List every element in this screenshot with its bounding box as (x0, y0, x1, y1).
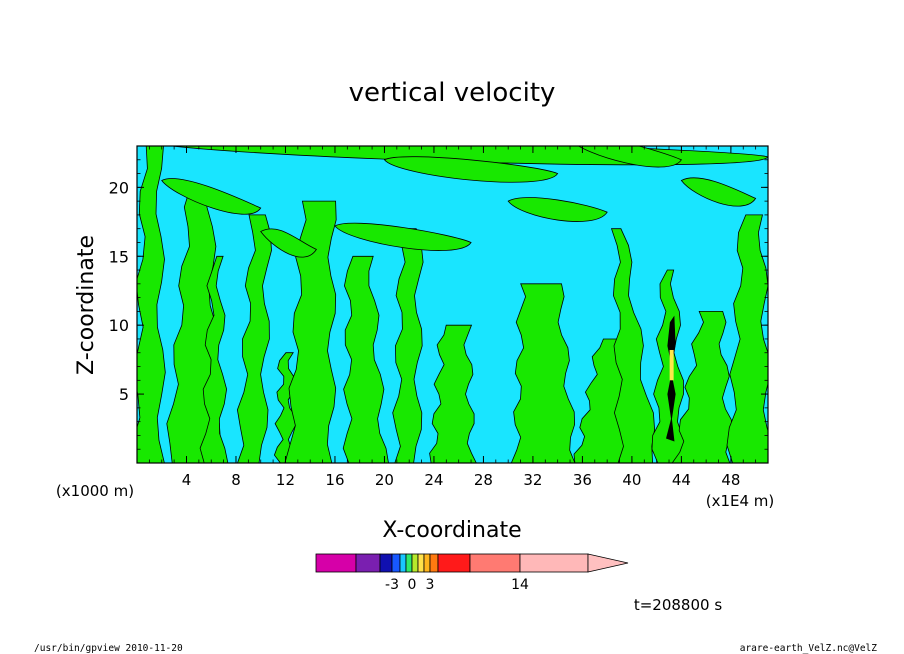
updraft-region (671, 310, 733, 463)
y-axis: 5 10 15 20 (109, 159, 768, 450)
contour-field (137, 146, 768, 463)
x-axis-label: X-coordinate (382, 518, 521, 543)
y-tick-label: 10 (109, 316, 129, 335)
updraft-region (392, 228, 424, 463)
moderate-updraft-core (669, 349, 674, 381)
footer-right: arare-earth_VelZ.nc@VelZ (740, 643, 878, 654)
colorbar-tick-label: -3 (385, 577, 399, 593)
colorbar-segment (423, 553, 431, 573)
x-unit-label: (x1000 m) (56, 482, 134, 500)
x-tick-label: 28 (474, 471, 493, 489)
y-tick-label: 5 (119, 385, 129, 404)
updraft-region (726, 214, 768, 463)
colorbar-segment (519, 553, 589, 573)
colorbar: -3 0 3 14 (315, 553, 629, 593)
updraft-region (236, 214, 272, 463)
x-tick-label: 40 (622, 471, 641, 489)
time-label: t=208800 s (634, 596, 722, 614)
colorbar-segment (411, 553, 419, 573)
colorbar-tick-label: 14 (511, 577, 529, 593)
colorbar-segment (399, 553, 407, 573)
updraft-region (199, 255, 229, 463)
x-tick-label: 8 (231, 471, 241, 489)
updraft-region (610, 228, 656, 463)
colorbar-extend-arrow (587, 553, 629, 573)
updraft-region (284, 200, 337, 463)
updraft-region (429, 324, 477, 463)
x-tick-label: 48 (721, 471, 740, 489)
chart-title: vertical velocity (349, 78, 556, 108)
y-tick-label: 15 (109, 247, 129, 266)
updraft-region (342, 255, 389, 463)
plot-frame (136, 145, 769, 464)
x-tick-label: 36 (573, 471, 592, 489)
updraft-band (680, 177, 757, 207)
colorbar-segment (437, 553, 471, 573)
colorbar-tick-label: 3 (426, 577, 435, 593)
x-tick-label: 16 (325, 471, 344, 489)
x-tick-label: 24 (424, 471, 443, 489)
x-scale-label: (x1E4 m) (706, 492, 775, 510)
plot-area (136, 145, 769, 464)
colorbar-segment (355, 553, 381, 573)
x-tick-label: 20 (375, 471, 394, 489)
updraft-band (260, 228, 317, 258)
x-axis: 4 8 12 16 20 24 28 32 36 40 44 48 (148, 146, 757, 489)
colorbar-segment (379, 553, 393, 573)
footer-left: /usr/bin/gpview 2010-11-20 (34, 643, 183, 654)
y-tick-label: 20 (109, 178, 129, 197)
colorbar-segment (391, 553, 401, 573)
y-axis-label: Z-coordinate (74, 235, 99, 375)
colorbar-segment (469, 553, 521, 573)
x-tick-label: 32 (523, 471, 542, 489)
colorbar-segment (405, 553, 413, 573)
updraft-band (161, 178, 262, 215)
updraft-band (578, 146, 682, 168)
updraft-band (507, 197, 608, 222)
colorbar-segment (315, 553, 357, 573)
updraft-band (334, 222, 472, 251)
x-tick-label: 44 (672, 471, 691, 489)
updraft-region (137, 146, 166, 463)
x-tick-label: 4 (182, 471, 192, 489)
colorbar-segment (417, 553, 425, 573)
updraft-band (383, 156, 559, 183)
colorbar-tick-label: 0 (408, 577, 417, 593)
updraft-region (273, 352, 297, 463)
x-tick-label: 12 (276, 471, 295, 489)
colorbar-segment (429, 553, 439, 573)
updraft-region (510, 283, 576, 463)
